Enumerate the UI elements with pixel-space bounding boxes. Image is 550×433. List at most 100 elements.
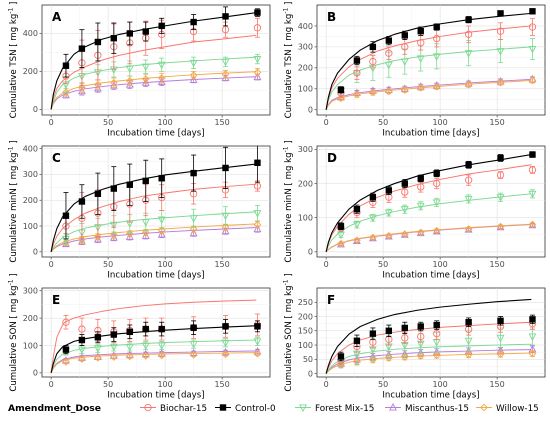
data-point	[416, 228, 425, 237]
data-point	[496, 194, 505, 202]
data-point	[141, 75, 150, 83]
data-point	[126, 181, 133, 188]
y-axis-title-end: ]	[284, 2, 294, 8]
data-point	[94, 38, 102, 46]
x-tick-label: 50	[103, 380, 113, 389]
y-axis-title-main: Cumulative SON [ mg kg	[284, 285, 294, 391]
panel-a: 0 50 100 150 0 200 400 Incubation time [days] Cu…	[8, 2, 271, 139]
data-point	[253, 182, 262, 190]
y-tick-label: 300	[298, 145, 313, 154]
legend-label: Miscanthus-15	[405, 404, 469, 414]
data-point	[400, 230, 409, 238]
data-point	[78, 336, 86, 344]
data-point	[417, 27, 424, 35]
series-control-0	[50, 319, 261, 374]
x-tick-label: 100	[432, 380, 447, 389]
data-point	[189, 59, 198, 68]
grid	[317, 146, 545, 257]
data-point	[401, 180, 408, 187]
data-point	[189, 225, 198, 233]
data-point	[432, 53, 441, 61]
data-point	[496, 27, 505, 35]
legend-label: Willow-15	[496, 404, 539, 414]
data-point	[433, 170, 440, 177]
data-point	[464, 337, 473, 346]
y-tick-label: 0	[308, 369, 313, 378]
legend-marker	[144, 403, 152, 412]
data-point	[189, 228, 198, 237]
legend-item-willow-15: Willow-15	[476, 403, 539, 414]
data-point	[221, 350, 230, 359]
data-point	[158, 22, 165, 30]
data-point	[190, 18, 197, 26]
data-point	[142, 28, 149, 35]
data-point	[157, 351, 166, 360]
data-point	[157, 226, 166, 235]
data-point	[497, 154, 504, 162]
x-tick-label: 100	[157, 380, 172, 389]
y-axis-title-end: ]	[9, 273, 19, 279]
data-point	[189, 350, 198, 359]
y-axis-title-main: Cumulative SON [ mg kg	[9, 285, 19, 391]
data-point	[433, 23, 440, 31]
data-point	[141, 342, 150, 350]
data-point	[401, 43, 409, 51]
x-tick-label: 0	[49, 118, 54, 127]
data-point	[400, 353, 409, 361]
data-point	[158, 175, 165, 182]
y-tick-label: 200	[298, 179, 313, 188]
y-tick-label: 200	[298, 64, 313, 73]
data-point	[125, 80, 134, 88]
y-tick-label: 200	[298, 312, 313, 321]
y-tick-label: 100	[23, 341, 38, 350]
data-point	[416, 83, 425, 92]
data-point	[222, 323, 229, 330]
data-point	[109, 78, 118, 87]
panel-c: 0 50 100 150 0 100 200 300 400 Incubation time [d…	[8, 140, 271, 281]
data-point	[62, 62, 70, 69]
data-point	[432, 351, 441, 360]
y-tick-label: 300	[298, 43, 313, 52]
y-axis-title: Cumulative minN [ mg kg-1 ]	[283, 140, 295, 262]
data-point	[125, 352, 134, 361]
data-point	[62, 88, 70, 97]
y-tick-label: 100	[23, 222, 38, 231]
data-point	[142, 325, 149, 333]
y-tick-label: 0	[308, 248, 313, 257]
data-point	[417, 183, 425, 191]
y-tick-label: 200	[23, 67, 38, 76]
data-point	[353, 90, 361, 99]
legend-marker	[219, 404, 227, 411]
legend-title: Amendment_Dose	[8, 403, 101, 414]
legend-item-control-0: Control-0	[215, 404, 276, 414]
data-point	[384, 231, 393, 240]
data-point	[141, 219, 150, 227]
x-tick-label: 150	[214, 380, 229, 389]
data-point	[384, 354, 393, 362]
plot-area	[316, 4, 546, 116]
data-point	[141, 78, 150, 86]
data-point	[369, 88, 377, 97]
panel-letter: B	[327, 10, 336, 24]
data-point	[221, 212, 230, 221]
data-point	[417, 175, 424, 182]
legend-label: Control-0	[235, 404, 276, 414]
panel-d: 0 50 100 150 0 100 200 300 Incubation time [days…	[283, 140, 546, 281]
data-point	[369, 57, 377, 66]
data-point	[401, 188, 409, 196]
data-point	[400, 86, 409, 94]
fit-line	[50, 34, 257, 110]
x-tick-label: 50	[103, 260, 113, 269]
data-point	[189, 75, 198, 83]
data-point	[400, 58, 409, 67]
data-point	[337, 239, 345, 248]
data-point	[401, 32, 408, 39]
data-point	[416, 55, 425, 63]
data-point	[253, 220, 262, 229]
data-point	[61, 239, 70, 248]
series-control-0	[325, 151, 536, 253]
y-tick-label: 0	[33, 105, 38, 114]
data-point	[141, 352, 150, 360]
y-tick-label: 300	[23, 170, 38, 179]
